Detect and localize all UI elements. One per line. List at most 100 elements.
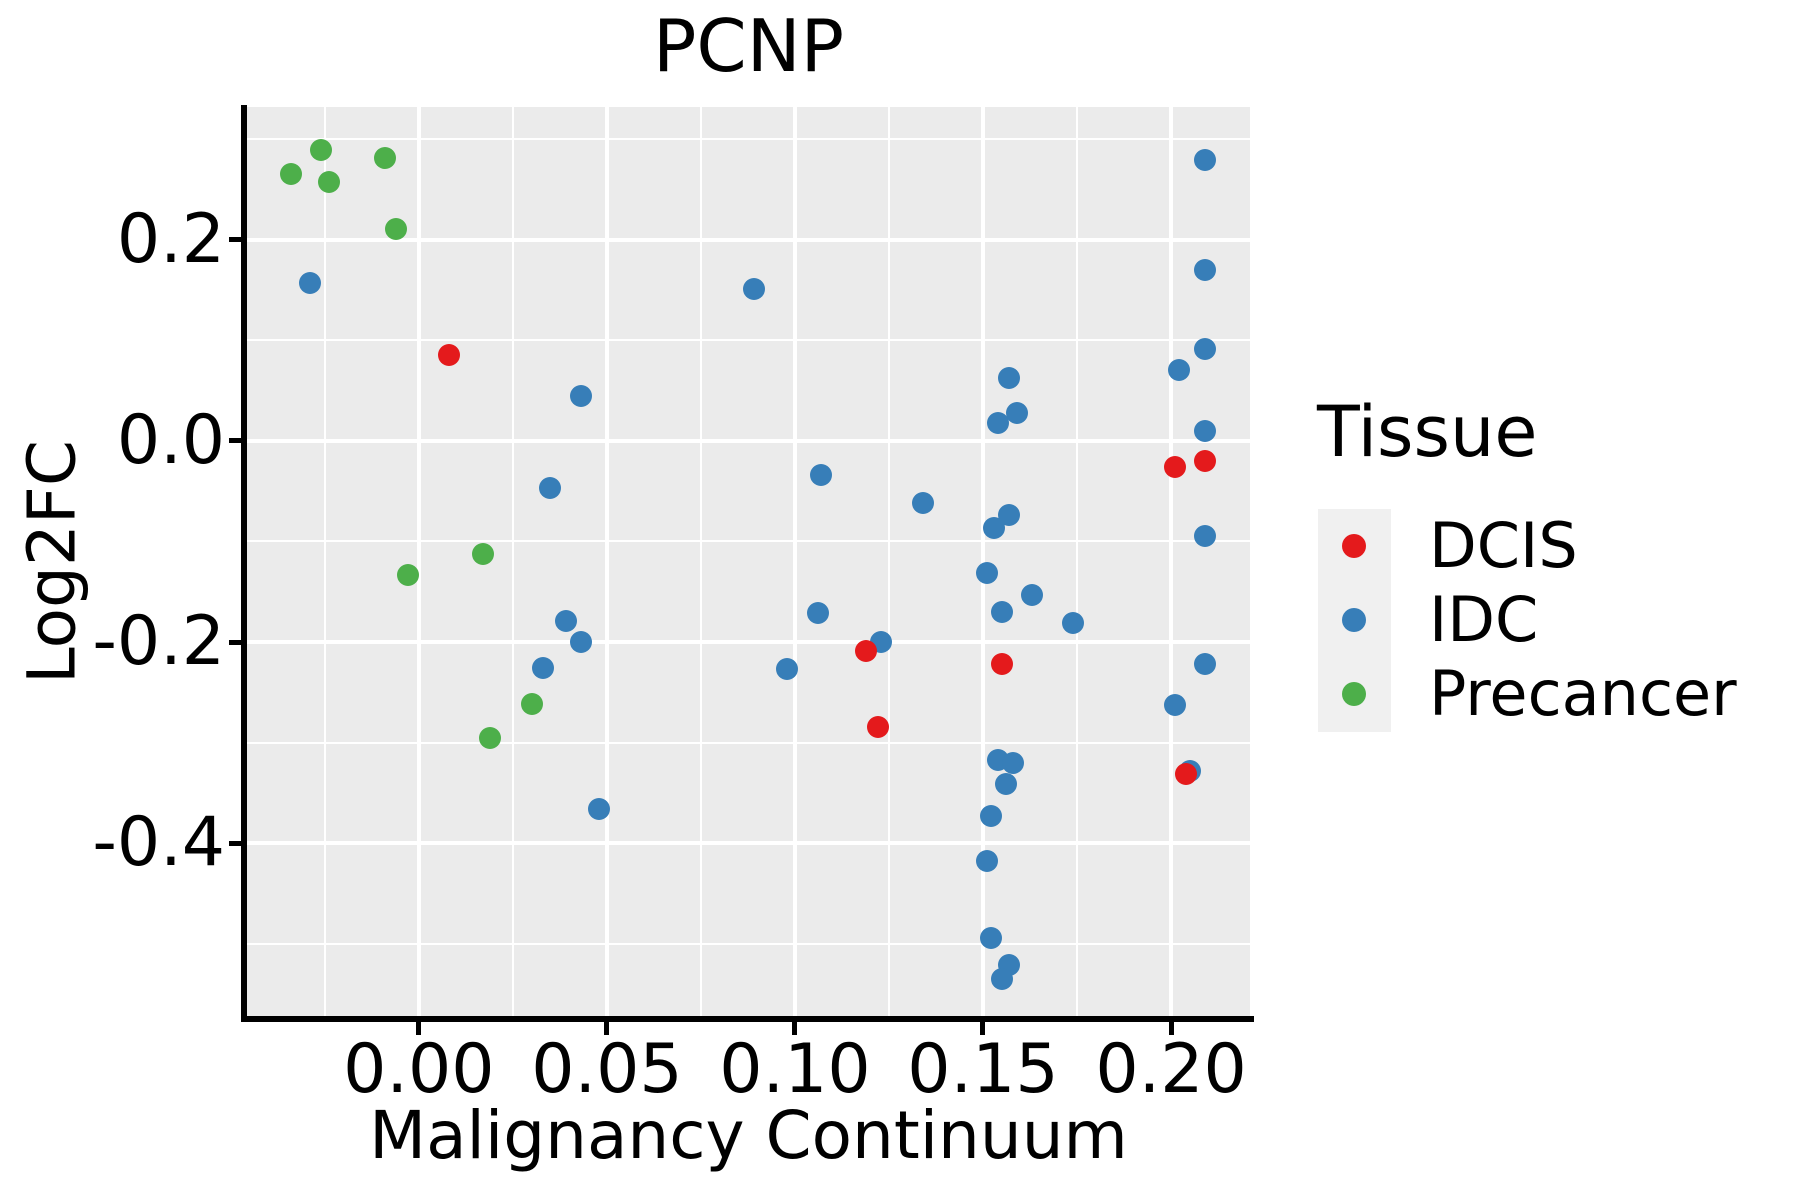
y-minor-gridline — [247, 942, 1250, 945]
x-tick-mark — [792, 1022, 798, 1035]
dcis-dot-icon — [1342, 534, 1366, 558]
data-point-idc — [1020, 583, 1043, 606]
data-point-dcis — [1175, 762, 1198, 785]
data-point-idc — [1005, 401, 1028, 424]
data-point-idc — [1193, 653, 1216, 676]
data-point-precancer — [280, 162, 302, 185]
y-tick-mark — [229, 840, 242, 846]
data-point-idc — [990, 967, 1013, 990]
data-point-idc — [554, 609, 577, 632]
data-point-idc — [990, 600, 1013, 623]
data-point-dcis — [990, 653, 1013, 676]
plot-panel — [247, 107, 1250, 1018]
data-point-precancer — [471, 542, 494, 565]
legend-title: Tissue — [1317, 391, 1538, 473]
data-point-idc — [1193, 148, 1216, 171]
legend-key-idc — [1318, 583, 1391, 657]
data-point-idc — [994, 772, 1017, 795]
data-point-idc — [810, 464, 833, 487]
data-point-idc — [979, 927, 1002, 950]
legend-label-precancer: Precancer — [1429, 657, 1737, 730]
x-tick-label: 0.15 — [907, 1030, 1059, 1109]
legend-key-dcis — [1318, 509, 1391, 583]
x-minor-gridline — [511, 107, 514, 1018]
data-point-idc — [531, 657, 554, 680]
data-point-idc — [569, 631, 592, 653]
x-axis-line — [241, 1016, 1254, 1022]
data-point-idc — [998, 366, 1021, 389]
y-tick-label: -0.4 — [92, 803, 225, 883]
data-point-idc — [539, 477, 562, 500]
y-major-gridline — [247, 438, 1250, 443]
data-point-precancer — [374, 146, 397, 169]
idc-dot-icon — [1342, 608, 1366, 632]
data-point-dcis — [1193, 450, 1216, 473]
x-major-gridline — [792, 107, 797, 1018]
data-point-idc — [983, 517, 1006, 540]
y-minor-gridline — [247, 138, 1250, 141]
x-axis-title: Malignancy Continuum — [369, 1097, 1128, 1174]
x-major-gridline — [604, 107, 609, 1018]
data-point-dcis — [855, 640, 878, 663]
y-tick-mark — [229, 639, 242, 645]
x-tick-mark — [604, 1022, 610, 1035]
data-point-idc — [1193, 419, 1216, 442]
y-tick-label: -0.2 — [92, 602, 225, 681]
x-minor-gridline — [323, 107, 326, 1018]
data-point-idc — [776, 658, 799, 681]
y-axis-line — [241, 105, 247, 1022]
x-tick-mark — [980, 1022, 986, 1035]
chart-title: PCNP — [653, 4, 844, 88]
data-point-dcis — [866, 716, 889, 739]
data-point-idc — [806, 601, 829, 624]
y-tick-label: 0.2 — [116, 199, 225, 279]
y-tick-mark — [229, 438, 242, 444]
data-point-idc — [742, 278, 765, 301]
data-point-precancer — [317, 170, 340, 193]
y-minor-gridline — [247, 741, 1250, 744]
data-point-precancer — [385, 217, 408, 240]
y-minor-gridline — [247, 339, 1250, 342]
data-point-precancer — [310, 138, 333, 161]
data-point-dcis — [1163, 456, 1186, 479]
data-point-idc — [1193, 337, 1216, 360]
x-tick-mark — [1168, 1022, 1174, 1035]
x-minor-gridline — [699, 107, 702, 1018]
legend-label-dcis: DCIS — [1429, 509, 1578, 582]
x-major-gridline — [416, 107, 421, 1018]
data-point-idc — [987, 411, 1010, 434]
x-minor-gridline — [1076, 107, 1078, 1018]
data-point-idc — [1163, 694, 1186, 717]
x-minor-gridline — [887, 107, 890, 1018]
y-major-gridline — [247, 237, 1250, 242]
x-tick-label: 0.20 — [1095, 1030, 1247, 1109]
y-tick-mark — [229, 237, 242, 243]
data-point-idc — [975, 561, 998, 584]
legend-label-idc: IDC — [1429, 583, 1539, 656]
x-major-gridline — [1169, 107, 1174, 1018]
legend-key-precancer — [1318, 657, 1391, 732]
x-tick-label: 0.10 — [719, 1030, 871, 1109]
data-point-idc — [979, 804, 1002, 827]
y-minor-gridline — [247, 540, 1250, 543]
data-point-idc — [588, 797, 611, 820]
precancer-dot-icon — [1342, 682, 1366, 706]
data-point-precancer — [520, 693, 543, 716]
data-point-idc — [1193, 525, 1216, 548]
y-tick-label: 0.0 — [116, 400, 225, 480]
data-point-precancer — [396, 563, 419, 586]
data-point-precancer — [479, 727, 502, 750]
data-point-idc — [1193, 259, 1216, 282]
y-major-gridline — [247, 841, 1250, 846]
data-point-idc — [1062, 611, 1085, 634]
x-tick-label: 0.00 — [343, 1030, 495, 1109]
data-point-idc — [1167, 358, 1190, 381]
data-point-idc — [911, 492, 934, 515]
y-major-gridline — [247, 640, 1250, 644]
data-point-idc — [1002, 751, 1025, 774]
data-point-idc — [298, 272, 321, 295]
data-point-dcis — [437, 343, 460, 366]
data-point-idc — [998, 504, 1021, 527]
x-tick-label: 0.05 — [531, 1030, 683, 1109]
